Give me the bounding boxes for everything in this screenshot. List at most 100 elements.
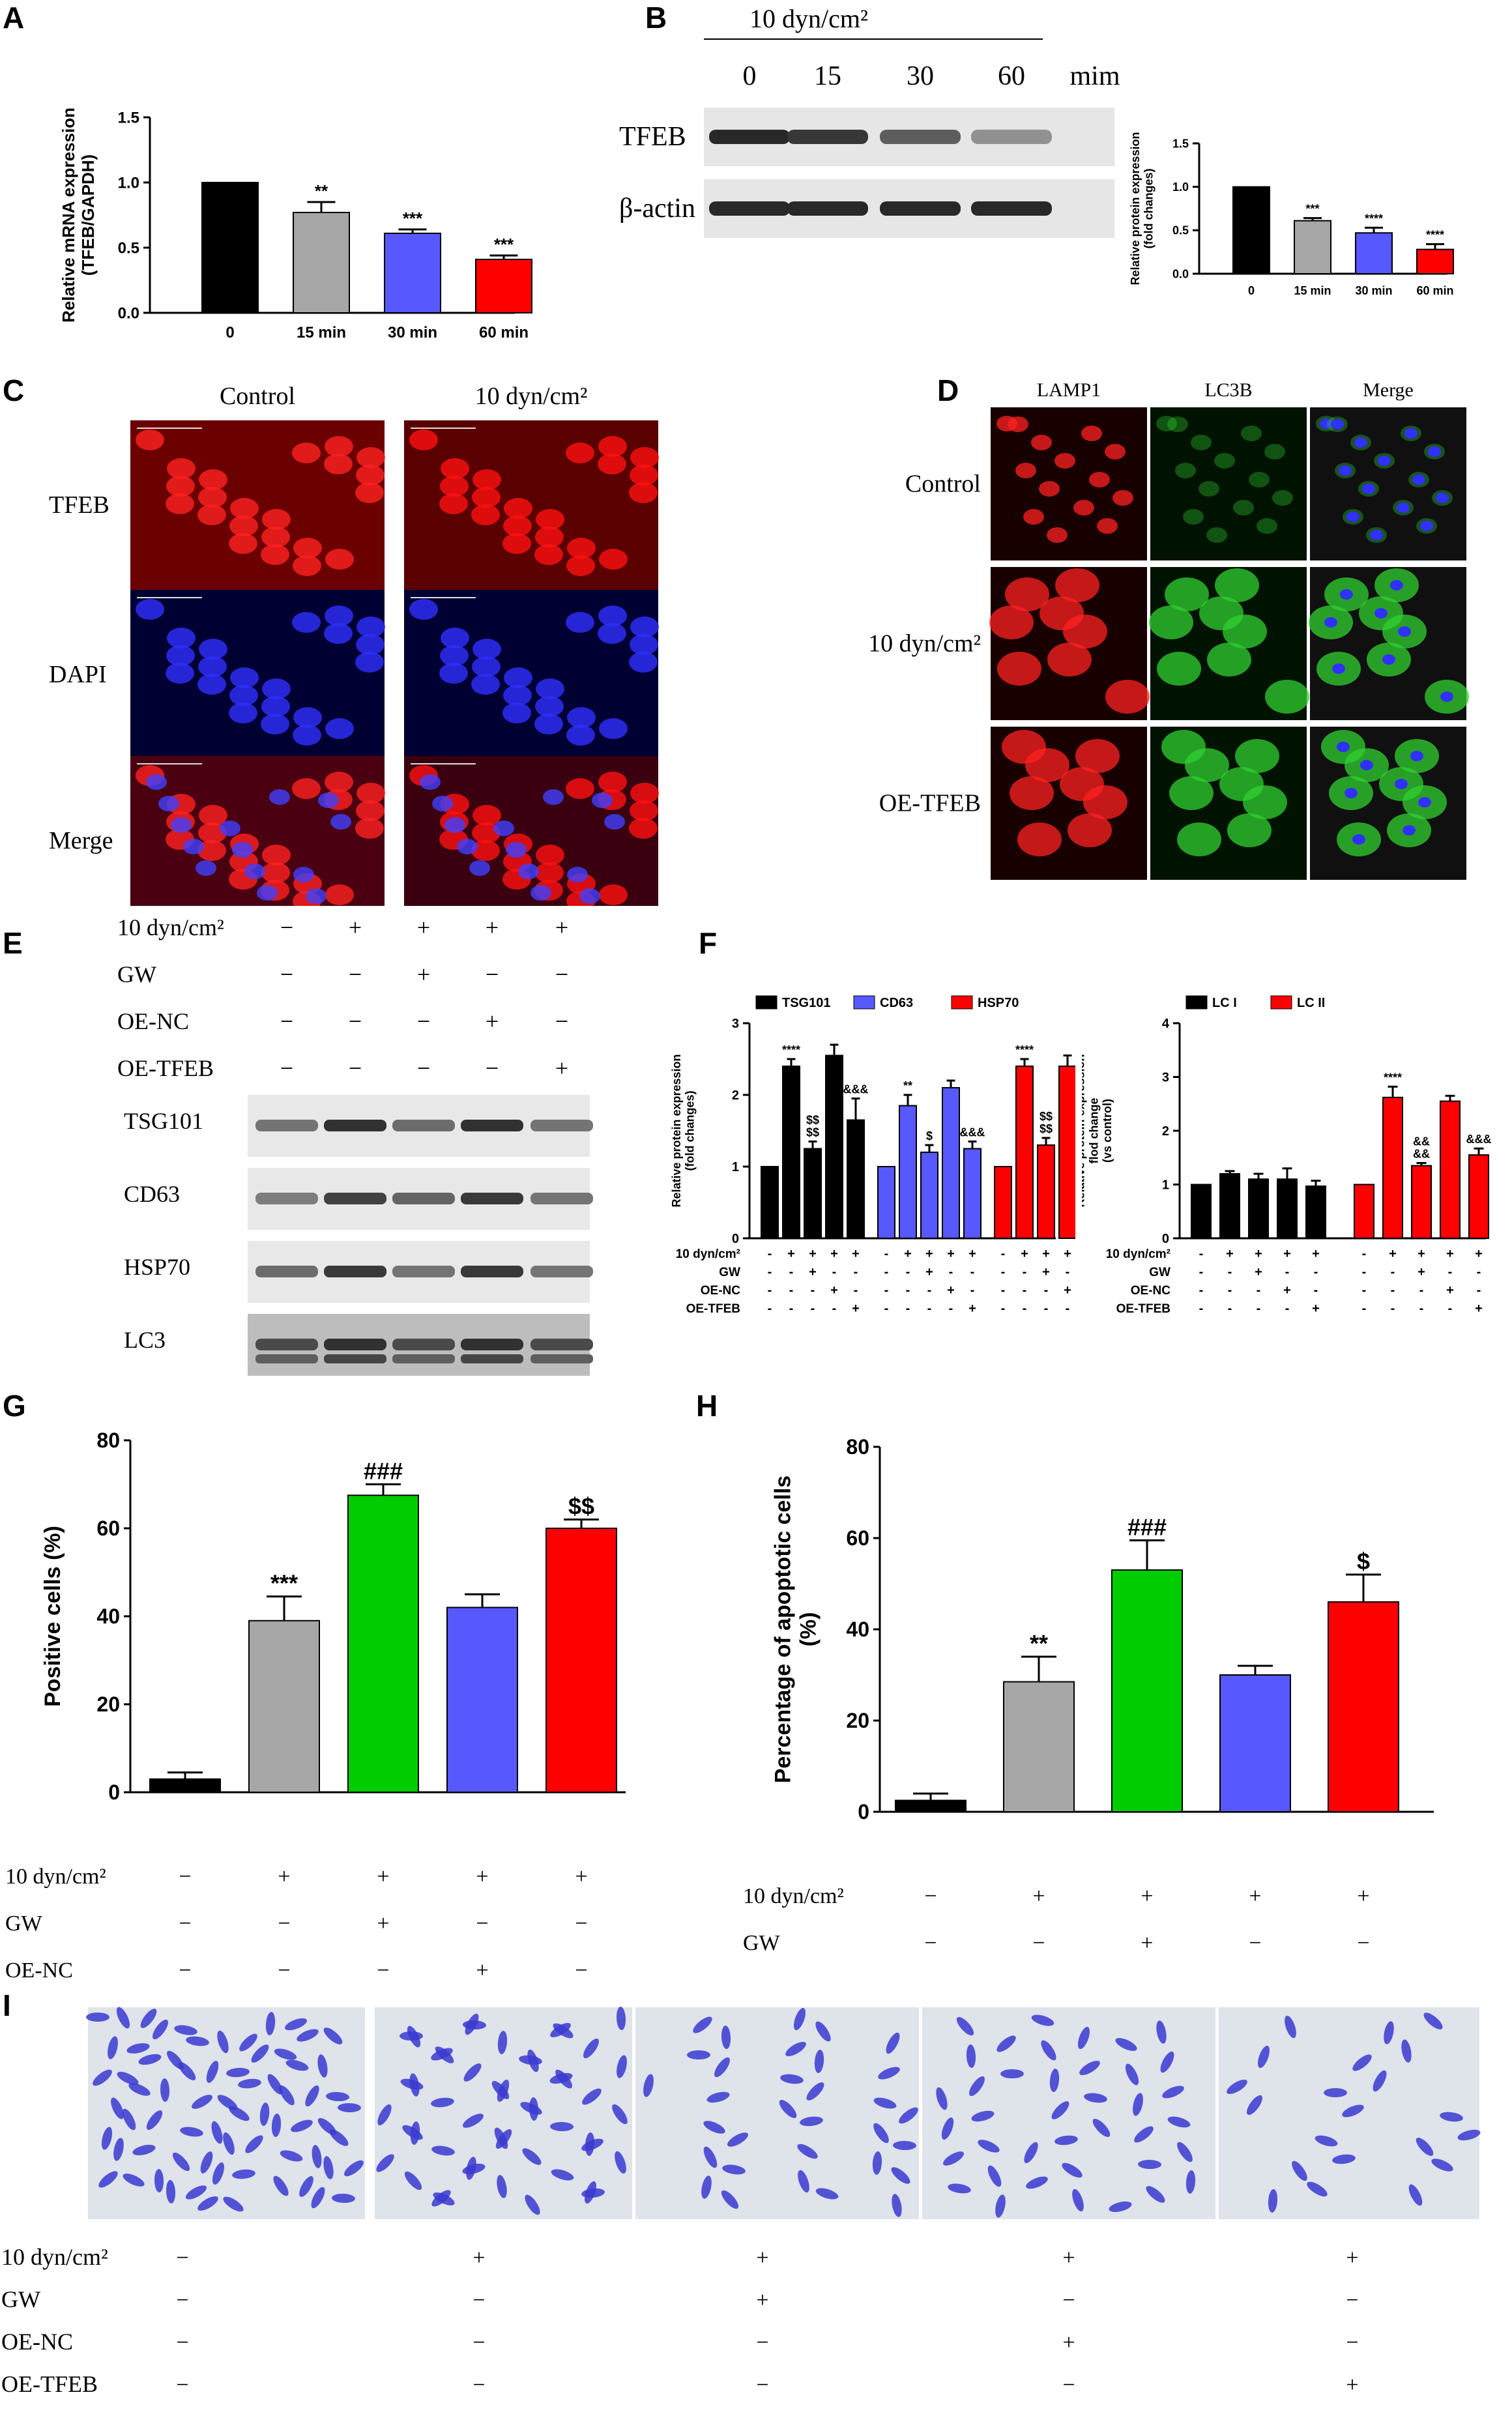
cell	[630, 634, 658, 655]
cell	[197, 840, 226, 861]
cell	[356, 783, 385, 804]
stained-cell	[223, 2196, 244, 2212]
condition-mark: +	[1446, 1283, 1454, 1298]
stained-cell	[996, 2035, 1016, 2052]
cell	[409, 429, 438, 450]
condition-mark: −	[179, 1912, 191, 1936]
panel-i-condition-mark: −	[176, 2373, 188, 2397]
cell	[1257, 518, 1277, 534]
cell	[440, 645, 469, 666]
stained-cell	[132, 2144, 156, 2156]
panel-i-condition-mark: −	[1062, 2373, 1075, 2397]
blot-e-band	[324, 1193, 386, 1204]
cell	[262, 678, 291, 699]
cell	[199, 639, 227, 660]
condition-mark: −	[924, 1978, 937, 1981]
stained-cell	[1185, 2170, 1196, 2194]
blot-e-condition-mark: −	[280, 1055, 293, 1081]
condition-mark: -	[1448, 1302, 1453, 1316]
stained-cell	[197, 2196, 218, 2211]
cell	[1047, 527, 1068, 543]
cell	[534, 544, 563, 565]
cell	[566, 443, 594, 463]
panel-d-column-label: LAMP1	[1037, 379, 1101, 401]
cell	[167, 458, 196, 479]
nucleus	[1404, 428, 1418, 439]
bar-lc-ii	[1440, 1100, 1461, 1239]
cell	[325, 772, 353, 793]
stained-cell	[146, 2110, 163, 2130]
condition-mark: -	[1228, 1265, 1232, 1279]
condition-mark: -	[884, 1283, 889, 1298]
stained-cell	[582, 2088, 602, 2105]
cell	[599, 718, 628, 739]
y-tick-label: 1	[1162, 1178, 1169, 1193]
bar-lc-ii	[1354, 1184, 1374, 1239]
stained-cell	[617, 2055, 627, 2078]
y-axis-label: Relative protein expression(fold changes…	[1129, 132, 1156, 285]
condition-mark: +	[1141, 1884, 1153, 1908]
cell	[325, 884, 354, 905]
significance-label: $$	[806, 1114, 819, 1127]
stained-cell	[1373, 2070, 1387, 2092]
blot-b-header: 10 dyn/cm²	[749, 4, 868, 33]
condition-mark: -	[854, 1265, 858, 1279]
significance-label: &&	[1413, 1135, 1430, 1148]
cell	[1047, 643, 1092, 676]
condition-mark: -	[1362, 1265, 1367, 1279]
cell	[629, 652, 658, 673]
cell	[136, 599, 164, 620]
chart-f-left: 0 1 2 3 Relative protein expression(fold cha…	[671, 995, 1075, 1316]
cell	[472, 805, 501, 826]
significance-label: **	[315, 181, 328, 201]
x-tick-label: 15 min	[297, 324, 346, 342]
condition-mark: -	[768, 1283, 772, 1298]
condition-mark: +	[1475, 1302, 1483, 1316]
significance-label: $$	[1040, 1122, 1053, 1135]
stained-cell	[1324, 2088, 1347, 2097]
stained-cell	[311, 2187, 325, 2209]
stained-cell	[873, 2123, 889, 2144]
chart-b: 0.0 0.5 1.0 1.5 Relative protein expression(…	[1129, 132, 1454, 297]
condition-mark: +	[925, 1265, 933, 1279]
cell	[1177, 822, 1221, 856]
cell	[261, 714, 289, 734]
cell	[1040, 596, 1084, 630]
stained-cell	[138, 2054, 162, 2065]
cell	[197, 674, 226, 695]
condition-mark: -	[811, 1302, 815, 1316]
stained-cell	[265, 2012, 276, 2035]
condition-mark: +	[1249, 1978, 1261, 1981]
condition-mark: -	[970, 1265, 975, 1279]
stained-cell	[1031, 2014, 1054, 2026]
panel-d-images: LAMP1 LC3B Merge Control 10 dyn/cm² OE-TFEB	[868, 379, 1469, 880]
condition-mark: -	[768, 1247, 772, 1261]
condition-mark: -	[768, 1302, 772, 1316]
cell	[355, 482, 384, 503]
legend-swatch	[755, 995, 778, 1010]
stained-cell	[497, 2175, 507, 2198]
stained-cell	[167, 2050, 184, 2070]
nucleus	[1346, 512, 1359, 522]
bar-hsp70	[1058, 1066, 1075, 1239]
stained-cell	[274, 2048, 297, 2060]
panel-i-condition-mark: +	[1062, 2246, 1075, 2270]
cell	[1112, 490, 1133, 506]
cell	[441, 628, 469, 648]
panel-i-condition-mark: −	[1346, 2288, 1358, 2312]
y-tick-label: 40	[96, 1605, 120, 1628]
condition-mark: -	[789, 1283, 794, 1298]
blot-e-condition-mark: +	[486, 1008, 499, 1034]
condition-mark: -	[1448, 1265, 1453, 1279]
cell	[1215, 568, 1259, 602]
cell	[166, 493, 194, 514]
condition-mark: -	[1362, 1283, 1367, 1298]
significance-label: $$	[568, 1493, 594, 1520]
condition-mark: −	[924, 1884, 937, 1908]
cell	[997, 652, 1041, 686]
condition-mark: +	[1042, 1265, 1050, 1279]
blot-e: 10 dyn/cm² − + + + + GW − − + − − OE-NC − − − + − OE-TFEB −…	[117, 914, 593, 1376]
y-tick-label: 0.5	[118, 239, 139, 257]
cell	[503, 685, 532, 706]
blot-e-band	[531, 1120, 593, 1131]
